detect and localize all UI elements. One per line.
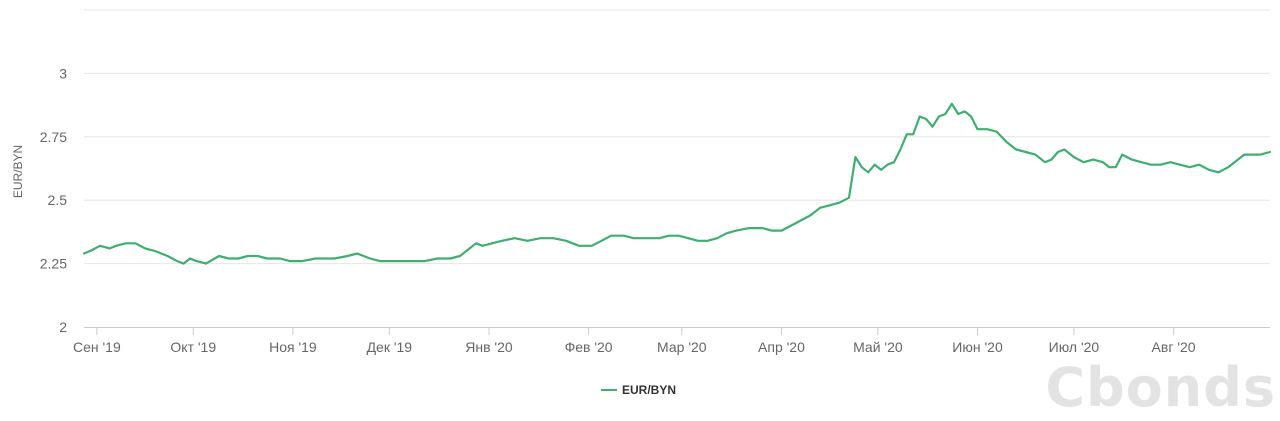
y-axis-title: EUR/BYN [11, 145, 25, 198]
x-tick-label: Июл '20 [1049, 339, 1100, 355]
x-tick-label: Дек '19 [367, 339, 413, 355]
y-tick-label: 2 [59, 319, 67, 335]
x-tick-label: Ноя '19 [269, 339, 317, 355]
series-group [82, 102, 1272, 265]
x-tick-label: Май '20 [853, 339, 903, 355]
series-line-eur-byn[interactable] [82, 102, 1272, 265]
x-tick-label: Авг '20 [1152, 339, 1196, 355]
y-tick-label: 2.75 [40, 129, 67, 145]
x-tick-label: Июн '20 [952, 339, 1003, 355]
x-axis-ticks: Сен '19 Окт '19 Ноя '19 Дек '19 Янв '20 Фев '… [73, 327, 1196, 355]
legend-label-eur-byn[interactable]: EUR/BYN [622, 383, 676, 397]
x-tick-label: Янв '20 [465, 339, 513, 355]
x-tick-label: Окт '19 [170, 339, 216, 355]
y-axis-ticks: 2 2.25 2.5 2.75 3 [40, 65, 67, 335]
legend[interactable]: EUR/BYN [601, 383, 676, 397]
y-tick-label: 2.25 [40, 256, 67, 272]
y-tick-label: 3 [59, 65, 67, 81]
x-tick-label: Мар '20 [657, 339, 707, 355]
y-tick-label: 2.5 [48, 192, 68, 208]
x-tick-label: Фев '20 [565, 339, 613, 355]
x-tick-label: Апр '20 [758, 339, 805, 355]
x-tick-label: Сен '19 [73, 339, 121, 355]
cbonds-watermark-logo: Cbonds [1045, 356, 1276, 419]
grid [84, 9, 1270, 265]
